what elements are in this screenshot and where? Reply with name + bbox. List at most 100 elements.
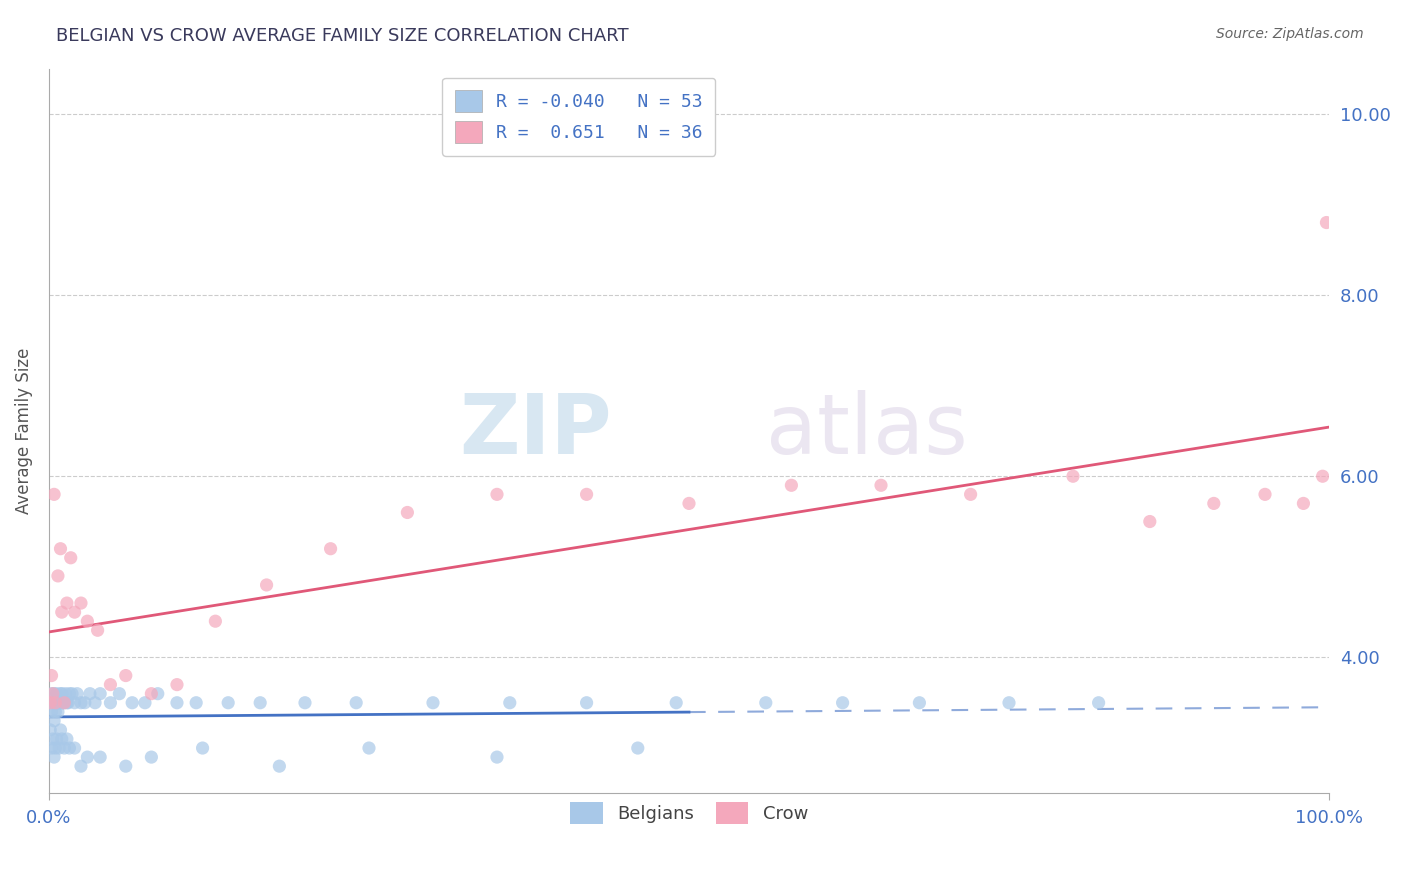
Text: ZIP: ZIP — [460, 391, 612, 472]
Point — [48, 696, 70, 710]
Point — [42, 687, 65, 701]
Point — [89, 687, 111, 701]
Point — [485, 750, 508, 764]
Text: atlas: atlas — [766, 391, 967, 472]
Point — [44, 696, 66, 710]
Point — [166, 678, 188, 692]
Point — [49, 696, 72, 710]
Point — [51, 687, 73, 701]
Point — [76, 614, 98, 628]
Legend: Belgians, Crow: Belgians, Crow — [560, 791, 818, 835]
Point — [86, 624, 108, 638]
Point — [79, 687, 101, 701]
Point — [831, 696, 853, 710]
Point — [998, 696, 1021, 710]
Point — [76, 750, 98, 764]
Text: Source: ZipAtlas.com: Source: ZipAtlas.com — [1216, 27, 1364, 41]
Point — [45, 687, 67, 701]
Point — [89, 750, 111, 764]
Point — [51, 731, 73, 746]
Point — [1292, 496, 1315, 510]
Point — [499, 696, 522, 710]
Point — [1202, 496, 1225, 510]
Point — [166, 696, 188, 710]
Point — [70, 759, 93, 773]
Point — [294, 696, 316, 710]
Point — [63, 741, 86, 756]
Y-axis label: Average Family Size: Average Family Size — [15, 348, 32, 514]
Point — [134, 696, 156, 710]
Point — [1312, 469, 1334, 483]
Point — [42, 750, 65, 764]
Point — [908, 696, 931, 710]
Point — [217, 696, 239, 710]
Point — [1254, 487, 1277, 501]
Point — [51, 605, 73, 619]
Point — [42, 696, 65, 710]
Point — [422, 696, 444, 710]
Point — [49, 687, 72, 701]
Point — [44, 741, 66, 756]
Point — [70, 696, 93, 710]
Point — [1315, 215, 1337, 229]
Point — [42, 696, 65, 710]
Point — [55, 687, 77, 701]
Point — [46, 705, 69, 719]
Point — [357, 741, 380, 756]
Point — [575, 487, 598, 501]
Point — [959, 487, 981, 501]
Point — [186, 696, 208, 710]
Point — [70, 596, 93, 610]
Point — [45, 696, 67, 710]
Point — [100, 678, 122, 692]
Point — [41, 687, 63, 701]
Point — [41, 741, 63, 756]
Point — [141, 750, 163, 764]
Point — [108, 687, 131, 701]
Point — [627, 741, 650, 756]
Point — [344, 696, 367, 710]
Point — [52, 696, 75, 710]
Point — [204, 614, 226, 628]
Point — [575, 696, 598, 710]
Point — [44, 696, 66, 710]
Point — [100, 696, 122, 710]
Point — [58, 687, 80, 701]
Point — [39, 723, 62, 737]
Point — [114, 759, 136, 773]
Point — [48, 696, 70, 710]
Point — [396, 506, 419, 520]
Point — [48, 741, 70, 756]
Point — [665, 696, 688, 710]
Point — [60, 687, 83, 701]
Point — [53, 696, 76, 710]
Point — [49, 541, 72, 556]
Point — [53, 741, 76, 756]
Point — [319, 541, 342, 556]
Point — [39, 696, 62, 710]
Point — [1087, 696, 1109, 710]
Point — [485, 487, 508, 501]
Point — [256, 578, 278, 592]
Point — [141, 687, 163, 701]
Point — [84, 696, 107, 710]
Point — [58, 741, 80, 756]
Point — [1139, 515, 1161, 529]
Point — [66, 687, 89, 701]
Point — [146, 687, 169, 701]
Point — [755, 696, 778, 710]
Point — [73, 696, 96, 710]
Point — [59, 550, 82, 565]
Point — [46, 696, 69, 710]
Point — [45, 731, 67, 746]
Point — [41, 705, 63, 719]
Point — [42, 487, 65, 501]
Point — [56, 696, 79, 710]
Point — [41, 668, 63, 682]
Point — [49, 723, 72, 737]
Text: BELGIAN VS CROW AVERAGE FAMILY SIZE CORRELATION CHART: BELGIAN VS CROW AVERAGE FAMILY SIZE CORR… — [56, 27, 628, 45]
Point — [63, 696, 86, 710]
Point — [249, 696, 271, 710]
Point — [56, 696, 79, 710]
Point — [870, 478, 893, 492]
